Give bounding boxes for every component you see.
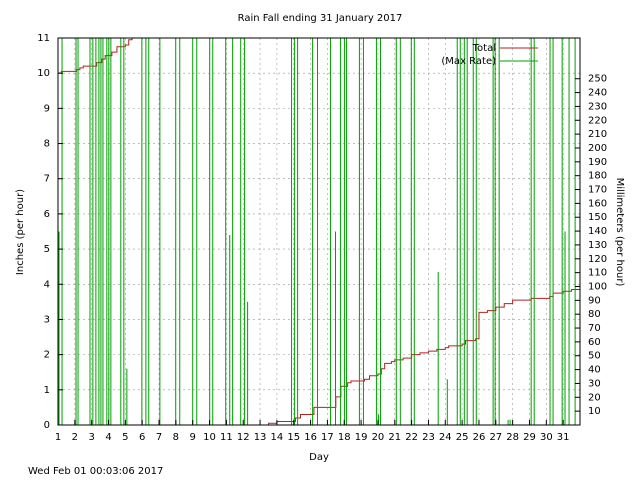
y2-tick-label: 220 xyxy=(588,115,607,126)
x-axis-label: Day xyxy=(309,452,329,463)
legend-label: (Max Rate) xyxy=(441,56,496,67)
y2-axis-label: Millimeters (per hour) xyxy=(614,178,625,287)
x-tick-label: 24 xyxy=(439,432,452,443)
y2-tick-label: 40 xyxy=(588,365,601,376)
x-tick-label: 6 xyxy=(139,432,145,443)
x-tick-label: 9 xyxy=(190,432,196,443)
y2-tick-label: 210 xyxy=(588,129,607,140)
y-tick-label: 1 xyxy=(44,385,50,396)
y-tick-label: 0 xyxy=(44,420,50,431)
x-tick-label: 21 xyxy=(388,432,401,443)
x-tick-label: 19 xyxy=(355,432,368,443)
plot-frame xyxy=(57,37,581,426)
x-tick-label: 17 xyxy=(321,432,334,443)
y-axis-label: Inches (per hour) xyxy=(15,189,26,275)
y2-tick-label: 80 xyxy=(588,309,601,320)
y2-tick-label: 240 xyxy=(588,88,607,99)
x-tick-label: 25 xyxy=(456,432,469,443)
y-tick-label: 11 xyxy=(37,33,50,44)
y-tick-label: 4 xyxy=(44,279,50,290)
y2-tick-label: 70 xyxy=(588,323,601,334)
x-tick-label: 11 xyxy=(220,432,233,443)
y2-tick-label: 100 xyxy=(588,281,607,292)
y2-tick-label: 20 xyxy=(588,392,601,403)
x-tick-label: 29 xyxy=(523,432,536,443)
x-tick-label: 23 xyxy=(422,432,435,443)
y2-tick-label: 90 xyxy=(588,295,601,306)
x-tick-label: 26 xyxy=(473,432,486,443)
x-tick-label: 12 xyxy=(237,432,250,443)
y2-tick-label: 10 xyxy=(588,406,601,417)
x-tick-label: 4 xyxy=(105,432,111,443)
x-tick-label: 16 xyxy=(304,432,317,443)
x-tick-label: 20 xyxy=(372,432,385,443)
y2-tick-label: 140 xyxy=(588,226,607,237)
x-tick-label: 5 xyxy=(122,432,128,443)
legend-label: Total xyxy=(472,43,496,54)
y2-tick-label: 30 xyxy=(588,378,601,389)
x-tick-label: 18 xyxy=(338,432,351,443)
x-tick-label: 1 xyxy=(55,432,61,443)
y-tick-label: 2 xyxy=(44,350,50,361)
x-tick-label: 2 xyxy=(72,432,78,443)
x-tick-label: 30 xyxy=(540,432,553,443)
total-line xyxy=(58,38,580,425)
y-tick-label: 7 xyxy=(44,174,50,185)
x-tick-label: 3 xyxy=(88,432,94,443)
y-tick-label: 3 xyxy=(44,314,50,325)
y-tick-label: 6 xyxy=(44,209,50,220)
y2-tick-label: 180 xyxy=(588,171,607,182)
y2-tick-label: 110 xyxy=(588,268,607,279)
y-tick-label: 8 xyxy=(44,139,50,150)
x-tick-label: 27 xyxy=(489,432,502,443)
y-tick-label: 10 xyxy=(37,68,50,79)
y2-tick-label: 120 xyxy=(588,254,607,265)
y2-tick-label: 170 xyxy=(588,185,607,196)
x-tick-label: 7 xyxy=(156,432,162,443)
x-tick-label: 28 xyxy=(506,432,519,443)
x-tick-label: 10 xyxy=(203,432,216,443)
y-tick-label: 5 xyxy=(44,244,50,255)
x-tick-label: 13 xyxy=(254,432,267,443)
x-tick-label: 31 xyxy=(557,432,570,443)
y2-tick-label: 160 xyxy=(588,198,607,209)
y2-tick-label: 150 xyxy=(588,212,607,223)
y2-tick-label: 60 xyxy=(588,337,601,348)
y2-tick-label: 230 xyxy=(588,101,607,112)
x-tick-label: 14 xyxy=(271,432,284,443)
y2-tick-label: 200 xyxy=(588,143,607,154)
y2-tick-label: 50 xyxy=(588,351,601,362)
x-tick-label: 8 xyxy=(173,432,179,443)
x-tick-label: 15 xyxy=(287,432,300,443)
y-tick-label: 9 xyxy=(44,103,50,114)
y2-tick-label: 130 xyxy=(588,240,607,251)
y2-tick-label: 250 xyxy=(588,74,607,85)
x-tick-label: 22 xyxy=(405,432,418,443)
timestamp: Wed Feb 01 00:03:06 2017 xyxy=(28,466,163,477)
y2-tick-label: 190 xyxy=(588,157,607,168)
chart-title: Rain Fall ending 31 January 2017 xyxy=(238,13,403,24)
